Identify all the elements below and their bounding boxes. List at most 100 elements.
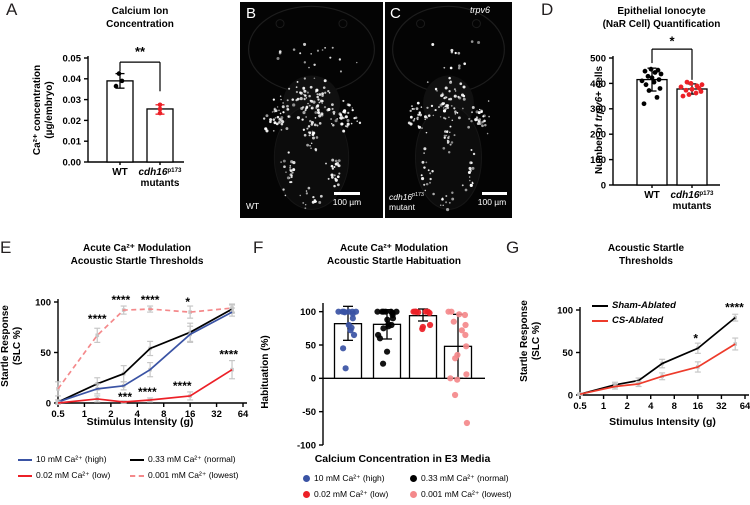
svg-text:0.00: 0.00 [63, 157, 82, 168]
legend-e-lowest: 0.001 mM Ca²⁺ (lowest) [130, 470, 238, 481]
panel-e-ylabel: Startle Response (SLC %) [0, 305, 23, 387]
panel-d-title: Epithelial Ionocyte (NaR Cell) Quantific… [602, 6, 721, 30]
legend-f-high: 10 mM Ca²⁺ (high) [303, 473, 385, 484]
svg-text:**: ** [135, 44, 146, 59]
dot-swatch-red [303, 491, 310, 498]
svg-text:****: **** [141, 293, 160, 307]
svg-text:0: 0 [568, 390, 573, 401]
panel-c-letter: C [390, 5, 401, 22]
panel-c-micrograph [385, 2, 512, 218]
svg-text:****: **** [725, 301, 744, 315]
legend-e-normal: 0.33 mM Ca²⁺ (normal) [130, 454, 236, 465]
svg-text:****: **** [219, 348, 238, 362]
svg-text:*: * [693, 331, 698, 345]
panel-b-scale-bar [334, 192, 360, 195]
legend-f-normal: 0.33 mM Ca²⁺ (normal) [410, 473, 509, 484]
legend-f-low: 0.02 mM Ca²⁺ (low) [303, 489, 388, 500]
panel-b-micrograph [240, 2, 383, 218]
panel-c-sample-label: cdh16p173 mutant [389, 192, 424, 212]
svg-text:*: * [669, 33, 675, 48]
panel-c-scale-label: 100 µm [477, 197, 507, 207]
svg-text:64: 64 [238, 409, 249, 420]
panel-c-embryo-image [392, 5, 505, 212]
svg-text:0.5: 0.5 [573, 401, 587, 412]
svg-text:0.04: 0.04 [63, 74, 82, 85]
panel-g-letter: G [506, 238, 520, 257]
line-swatch-red [18, 474, 32, 477]
panel-c-gene-label: trpv6 [470, 5, 491, 15]
line-swatch-pink-dashed [130, 474, 144, 477]
legend-e-low: 0.02 mM Ca²⁺ (low) [18, 470, 110, 481]
svg-text:0.05: 0.05 [63, 53, 82, 64]
panel-e-xlabel: Stimulus Intensity (g) [86, 416, 194, 428]
svg-text:32: 32 [211, 409, 222, 420]
panel-g-title: Acoustic Startle Thresholds [607, 243, 685, 267]
svg-text:500: 500 [590, 53, 606, 64]
svg-text:100: 100 [590, 155, 606, 166]
svg-text:1: 1 [601, 401, 607, 412]
svg-text:****: **** [138, 385, 157, 399]
panel-f-scatter-bar-chart: -100 -50 0 50 100 [297, 303, 485, 451]
svg-text:4: 4 [648, 401, 654, 412]
dot-swatch-pink [410, 491, 417, 498]
line-swatch-black [130, 458, 144, 461]
panel-f-ylabel: Habituation (%) [260, 335, 271, 409]
svg-text:****: **** [88, 312, 107, 326]
panel-a-title: Calcium Ion Concentration [106, 6, 174, 30]
svg-text:0.5: 0.5 [51, 409, 65, 420]
panel-b-scale-label: 100 µm [332, 197, 362, 207]
panel-b-letter: B [246, 5, 257, 22]
svg-text:***: *** [118, 390, 132, 404]
svg-text:50: 50 [305, 340, 316, 351]
dot-swatch-blue [303, 475, 310, 482]
svg-text:0.01: 0.01 [63, 137, 82, 148]
panel-b-sample-label: WT [246, 201, 260, 211]
svg-text:mutants: mutants [141, 178, 180, 189]
line-swatch-blue [18, 458, 32, 461]
panel-a-bar-chart: 0.00 0.01 0.02 0.03 0.04 0.05 WT cdh16p173mutan… [63, 44, 184, 189]
svg-text:2: 2 [108, 409, 113, 420]
svg-text:100: 100 [35, 297, 51, 308]
svg-text:*: * [185, 295, 190, 309]
svg-text:50: 50 [562, 348, 573, 359]
svg-text:4: 4 [135, 409, 141, 420]
svg-text:100: 100 [557, 305, 573, 316]
legend-g-sham: Sham-Ablated [592, 300, 676, 311]
svg-text:0: 0 [311, 374, 316, 385]
svg-text:cdh16p173: cdh16p173 [670, 190, 714, 201]
dot-swatch-black [410, 475, 417, 482]
svg-text:0: 0 [601, 180, 606, 191]
svg-text:0.02: 0.02 [63, 116, 82, 127]
svg-text:WT: WT [112, 167, 128, 178]
svg-text:16: 16 [185, 409, 196, 420]
svg-text:64: 64 [740, 401, 750, 412]
panel-a-ylabel: Ca²⁺ concentration (µg/embryo) [32, 64, 55, 156]
panel-d-letter: D [541, 0, 554, 19]
svg-text:8: 8 [672, 401, 677, 412]
svg-text:400: 400 [590, 79, 606, 90]
svg-text:mutants: mutants [673, 201, 712, 212]
svg-text:200: 200 [590, 130, 606, 141]
svg-text:WT: WT [644, 190, 660, 201]
svg-text:50: 50 [40, 348, 51, 359]
svg-text:100: 100 [300, 307, 316, 318]
panel-e-title: Acute Ca²⁺ Modulation Acoustic Startle T… [70, 243, 204, 267]
panel-g-xlabel: Stimulus Intensity (g) [609, 416, 716, 428]
svg-text:****: **** [112, 293, 131, 307]
line-swatch-black [592, 304, 608, 307]
svg-text:-50: -50 [302, 407, 316, 418]
line-swatch-red [592, 319, 608, 322]
panel-f-xlabel: Calcium Concentration in E3 Media [314, 453, 491, 465]
svg-text:cdh16p173: cdh16p173 [138, 167, 182, 178]
legend-f-lowest: 0.001 mM Ca²⁺ (lowest) [410, 489, 511, 500]
panel-f-letter: F [253, 238, 264, 257]
svg-text:300: 300 [590, 104, 606, 115]
svg-text:-100: -100 [297, 440, 316, 451]
panel-c-scale-bar [482, 192, 507, 195]
panel-e-letter: E [0, 238, 12, 257]
legend-e-high: 10 mM Ca²⁺ (high) [18, 454, 107, 465]
svg-text:0: 0 [46, 398, 51, 409]
